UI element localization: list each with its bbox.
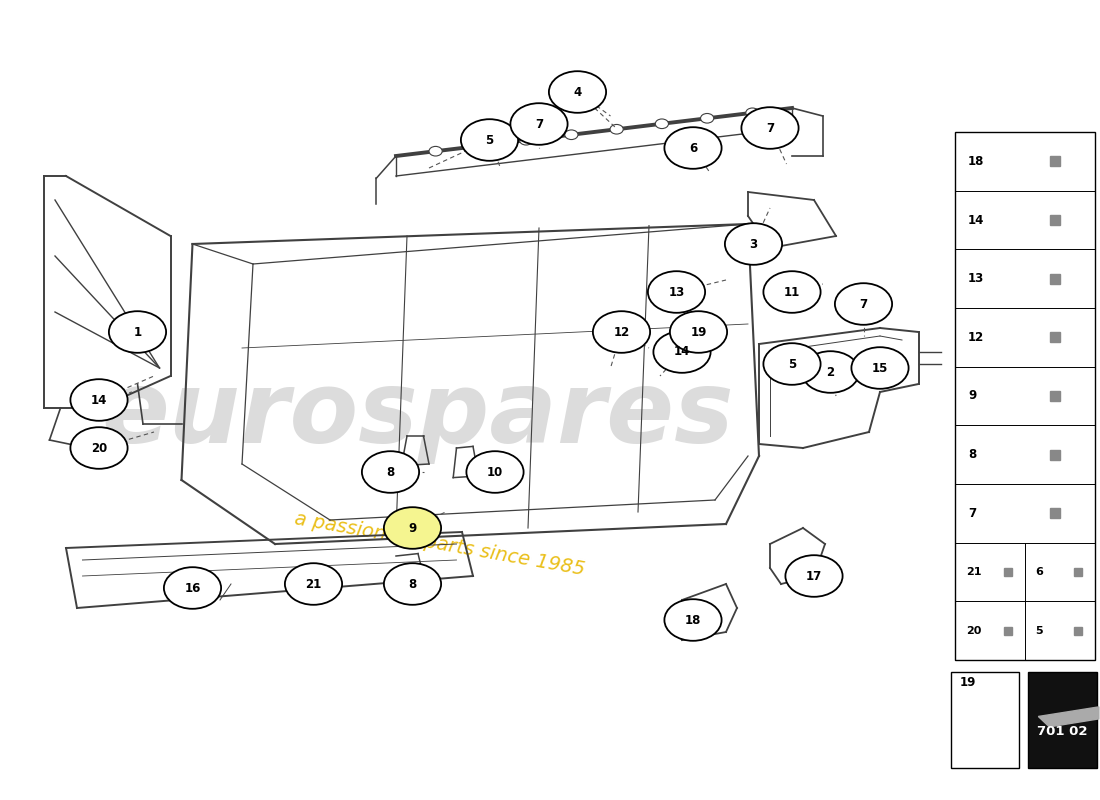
Circle shape	[384, 563, 441, 605]
Text: 7: 7	[968, 507, 976, 520]
Bar	[955, 132, 1094, 660]
Circle shape	[109, 311, 166, 353]
Text: 20: 20	[966, 626, 981, 636]
Circle shape	[519, 135, 532, 145]
Circle shape	[593, 311, 650, 353]
Circle shape	[164, 567, 221, 609]
Circle shape	[362, 451, 419, 493]
Text: 9: 9	[408, 522, 417, 534]
Circle shape	[763, 343, 821, 385]
Circle shape	[802, 351, 859, 393]
Text: 12: 12	[614, 326, 629, 338]
Text: eurospares: eurospares	[101, 367, 735, 465]
Text: 5: 5	[788, 358, 796, 370]
Text: 8: 8	[968, 448, 977, 461]
Text: 3: 3	[749, 238, 758, 250]
Text: 4: 4	[573, 86, 582, 98]
Text: 7: 7	[766, 122, 774, 134]
Circle shape	[461, 119, 518, 161]
Text: 2: 2	[826, 366, 835, 378]
Text: 14: 14	[91, 394, 107, 406]
Text: 8: 8	[408, 578, 417, 590]
Text: 7: 7	[535, 118, 543, 130]
Circle shape	[741, 107, 799, 149]
Circle shape	[653, 331, 711, 373]
Text: 20: 20	[91, 442, 107, 454]
Text: 10: 10	[487, 466, 503, 478]
Circle shape	[466, 451, 524, 493]
Text: 5: 5	[485, 134, 494, 146]
Text: 16: 16	[185, 582, 200, 594]
Text: 18: 18	[968, 155, 984, 168]
Text: 18: 18	[685, 614, 701, 626]
Text: 11: 11	[784, 286, 800, 298]
Text: 6: 6	[1036, 567, 1044, 577]
Text: a passion for parts since 1985: a passion for parts since 1985	[294, 509, 586, 579]
Text: 13: 13	[669, 286, 684, 298]
Circle shape	[285, 563, 342, 605]
Circle shape	[474, 141, 487, 150]
Circle shape	[510, 103, 568, 145]
Circle shape	[549, 71, 606, 113]
Text: 12: 12	[968, 331, 984, 344]
Text: 1: 1	[133, 326, 142, 338]
Text: 9: 9	[968, 390, 977, 402]
Circle shape	[70, 379, 128, 421]
Circle shape	[429, 146, 442, 156]
Circle shape	[610, 125, 624, 134]
Circle shape	[763, 271, 821, 313]
Circle shape	[664, 127, 722, 169]
Text: 8: 8	[386, 466, 395, 478]
Text: 13: 13	[968, 272, 984, 285]
Text: 14: 14	[674, 346, 690, 358]
Text: 19: 19	[959, 676, 976, 689]
Text: 6: 6	[689, 142, 697, 154]
Circle shape	[746, 108, 759, 118]
Circle shape	[656, 119, 669, 129]
Text: 17: 17	[806, 570, 822, 582]
Circle shape	[701, 114, 714, 123]
Circle shape	[785, 555, 843, 597]
Text: 7: 7	[859, 298, 868, 310]
Text: 19: 19	[691, 326, 706, 338]
Text: 5: 5	[1036, 626, 1043, 636]
Circle shape	[835, 283, 892, 325]
Circle shape	[664, 599, 722, 641]
Circle shape	[70, 427, 128, 469]
Text: 701 02: 701 02	[1037, 725, 1088, 738]
Circle shape	[851, 347, 909, 389]
Bar	[1027, 672, 1098, 768]
Text: 15: 15	[872, 362, 888, 374]
Bar	[950, 672, 1019, 768]
Circle shape	[564, 130, 578, 139]
Text: 21: 21	[306, 578, 321, 590]
Circle shape	[670, 311, 727, 353]
Circle shape	[648, 271, 705, 313]
Polygon shape	[1038, 707, 1099, 727]
Text: 14: 14	[968, 214, 984, 226]
Circle shape	[384, 507, 441, 549]
Circle shape	[725, 223, 782, 265]
Text: 21: 21	[966, 567, 981, 577]
